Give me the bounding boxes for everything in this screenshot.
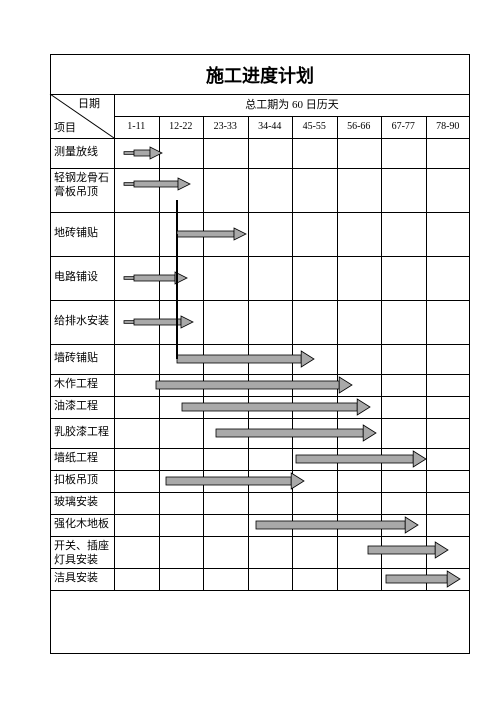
col-header: 56-66 xyxy=(337,121,382,135)
chart-title: 施工进度计划 xyxy=(50,62,470,88)
grid-hline xyxy=(50,256,470,257)
col-header: 12-22 xyxy=(159,121,204,135)
grid-hline xyxy=(50,396,470,397)
dependency-connector xyxy=(176,200,178,234)
grid-vline xyxy=(292,116,293,590)
grid-hline xyxy=(50,568,470,569)
subtitle: 总工期为 60 日历天 xyxy=(114,99,470,113)
row-label: 电路铺设 xyxy=(54,271,112,315)
grid-hline xyxy=(50,448,470,449)
header-item-label: 项目 xyxy=(54,122,90,136)
grid-hline xyxy=(50,212,470,213)
col-header: 23-33 xyxy=(203,121,248,135)
grid-hline xyxy=(50,344,470,345)
grid-vline xyxy=(337,116,338,590)
grid-vline xyxy=(203,116,204,590)
dependency-connector xyxy=(176,234,178,278)
grid-hline xyxy=(50,418,470,419)
grid-hline xyxy=(50,492,470,493)
grid-hline xyxy=(50,138,470,139)
grid-hline xyxy=(50,536,470,537)
grid-hline xyxy=(50,590,470,591)
col-header: 1-11 xyxy=(114,121,159,135)
grid-vline xyxy=(248,116,249,590)
dependency-connector xyxy=(176,322,178,359)
dependency-connector xyxy=(176,278,178,326)
row-label: 地砖铺贴 xyxy=(54,227,112,271)
col-header: 45-55 xyxy=(292,121,337,135)
row-label: 轻钢龙骨石膏板吊顶 xyxy=(54,172,112,216)
grid-vline xyxy=(159,116,160,590)
grid-hline xyxy=(50,470,470,471)
grid-vline xyxy=(381,116,382,590)
col-header: 34-44 xyxy=(248,121,293,135)
grid-hline xyxy=(50,168,470,169)
header-date-label: 日期 xyxy=(78,98,114,112)
gantt-page: 施工进度计划 测量放线轻钢龙骨石膏板吊顶地砖铺贴电路铺设给排水安装墙砖铺贴木作工… xyxy=(0,0,500,708)
grid-hline xyxy=(50,514,470,515)
outer-frame xyxy=(50,54,470,654)
grid-hline xyxy=(50,300,470,301)
grid-hline xyxy=(50,374,470,375)
col-header: 67-77 xyxy=(381,121,426,135)
grid-vline xyxy=(426,116,427,590)
col-header: 78-90 xyxy=(426,121,471,135)
